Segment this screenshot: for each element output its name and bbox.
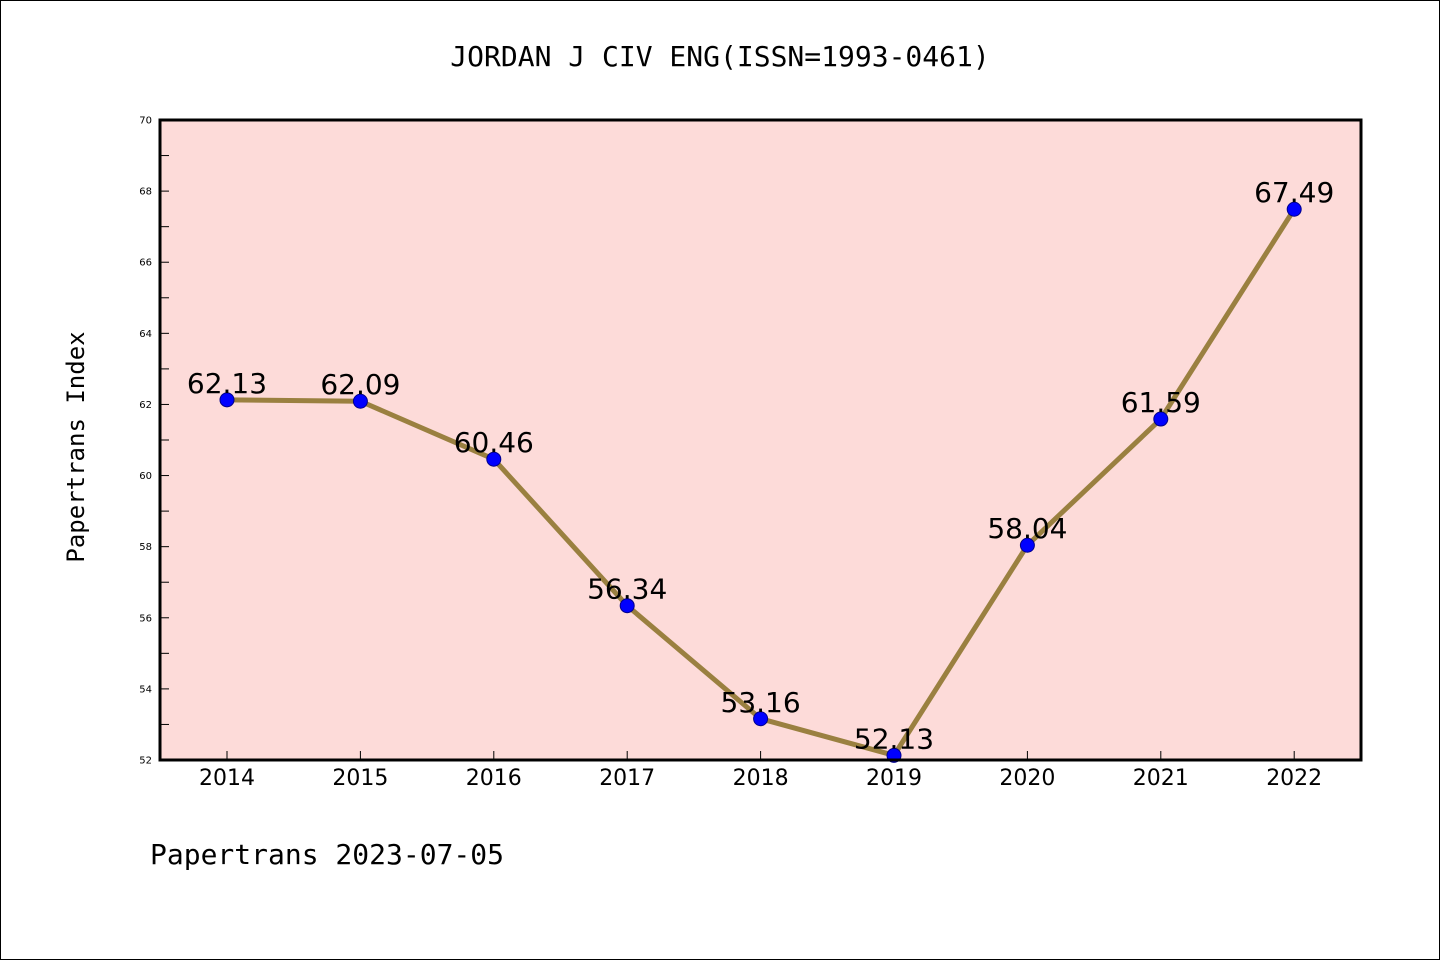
y-axis-label: Papertrans Index: [62, 331, 90, 562]
data-points: [219, 201, 1302, 763]
x-tick-label: 2017: [599, 766, 655, 791]
series-line-segment: [357, 398, 497, 462]
y-tick-label: 62: [139, 400, 152, 411]
x-tick-label: 2015: [332, 766, 388, 791]
data-label: 58.04: [987, 512, 1067, 545]
x-tick-label: 2016: [466, 766, 522, 791]
x-tick-label: 2022: [1266, 766, 1322, 791]
plot-area: [160, 120, 1361, 760]
y-tick-label: 64: [139, 329, 152, 340]
y-tick-label: 52: [139, 756, 152, 767]
data-label: 52.13: [854, 722, 934, 755]
data-label: 53.16: [721, 686, 801, 719]
x-tick-label: 2021: [1133, 766, 1189, 791]
x-tick-label: 2020: [999, 766, 1055, 791]
data-label: 62.13: [187, 367, 267, 400]
data-point: [219, 392, 235, 408]
y-tick-label: 66: [139, 258, 152, 269]
data-labels: 62.13 62.09 60.46 56.34 53.16 52.13 58.04 61.59…: [187, 176, 1334, 755]
data-point: [1019, 537, 1035, 553]
data-point: [753, 711, 769, 727]
y-tick-label: 58: [139, 542, 152, 553]
data-label: 61.59: [1121, 386, 1201, 419]
series-line-group: [224, 206, 1297, 758]
data-label: 67.49: [1254, 176, 1334, 209]
data-label: 56.34: [587, 573, 667, 606]
data-point: [1286, 201, 1302, 217]
y-tick-label: 56: [139, 613, 152, 624]
x-axis-ticks: 2014 2015 2016 2017 2018 2019 2020 2021 2022: [199, 751, 1322, 791]
y-tick-label: 60: [139, 471, 152, 482]
y-tick-label: 54: [139, 684, 152, 695]
data-label: 60.46: [454, 426, 534, 459]
series-line-segment: [491, 456, 630, 609]
y-tick-label: 70: [139, 116, 152, 127]
data-point: [619, 598, 635, 614]
chart-title: JORDAN J CIV ENG(ISSN=1993-0461): [450, 40, 989, 73]
x-tick-label: 2014: [199, 766, 255, 791]
y-tick-label: 68: [139, 187, 152, 198]
footer-source-date: Papertrans 2023-07-05: [150, 838, 504, 871]
data-point: [1153, 411, 1169, 427]
series-line-segment: [224, 397, 363, 404]
data-label: 62.09: [320, 368, 400, 401]
series-line-segment: [1158, 206, 1297, 422]
x-tick-label: 2018: [733, 766, 789, 791]
data-point: [352, 393, 368, 409]
series-line-segment: [624, 603, 764, 722]
y-axis-ticks: 52 54 56 58 60 62 64 66 68 70: [139, 116, 169, 767]
data-point: [486, 451, 502, 467]
series-line-segment: [1024, 416, 1164, 548]
series-line-segment: [891, 542, 1030, 758]
x-tick-label: 2019: [866, 766, 922, 791]
series-line-segment: [758, 716, 897, 758]
plot-border: [158, 118, 1363, 762]
